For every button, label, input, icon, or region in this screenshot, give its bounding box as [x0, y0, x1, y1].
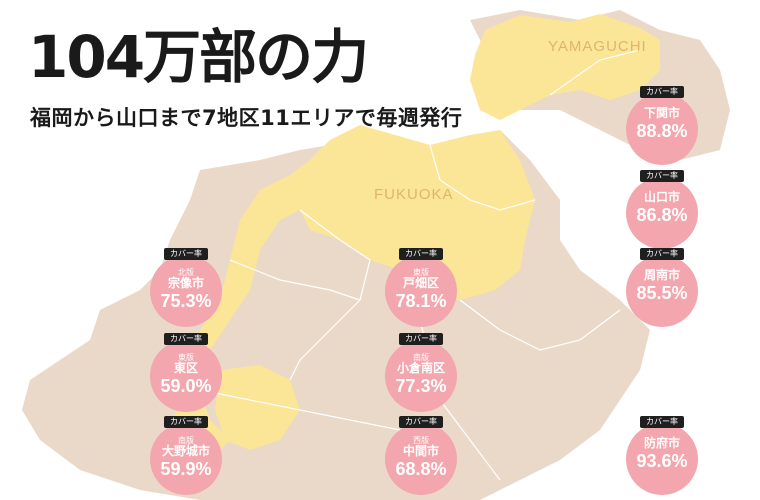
highlight-fukuoka: [170, 125, 535, 460]
coverage-rate: 93.6%: [636, 451, 688, 471]
coverage-rate: 68.8%: [395, 459, 447, 479]
page-title: 104万部の力: [28, 23, 369, 91]
city-name: 周南市: [643, 268, 680, 282]
edition-label: 東版: [178, 353, 194, 362]
coverage-rate: 85.5%: [636, 283, 688, 303]
coverage-tag: カバー率: [399, 333, 443, 345]
coverage-rate: 78.1%: [395, 291, 447, 311]
edition-label: 東版: [413, 268, 429, 277]
edition-label: 北版: [178, 268, 194, 277]
city-name: 東区: [173, 361, 198, 375]
map-label-yamaguchi: YAMAGUCHI: [548, 38, 647, 55]
coverage-tag: カバー率: [164, 248, 208, 260]
coverage-tag: カバー率: [399, 248, 443, 260]
coverage-tag: カバー率: [164, 333, 208, 345]
edition-label: 南版: [178, 436, 194, 445]
edition-label: 南版: [413, 353, 429, 362]
coverage-tag: カバー率: [640, 170, 684, 182]
city-name: 大野城市: [161, 444, 210, 458]
city-name: 下関市: [643, 106, 680, 120]
coverage-rate: 75.3%: [160, 291, 212, 311]
city-name: 宗像市: [167, 276, 204, 290]
coverage-tag: カバー率: [640, 416, 684, 428]
city-name: 小倉南区: [396, 361, 445, 375]
coverage-rate: 59.0%: [160, 376, 212, 396]
city-name: 防府市: [643, 436, 680, 450]
coverage-tag: カバー率: [640, 86, 684, 98]
coverage-tag: カバー率: [640, 248, 684, 260]
map-label-fukuoka: FUKUOKA: [374, 186, 454, 203]
coverage-rate: 77.3%: [395, 376, 447, 396]
coverage-rate: 88.8%: [636, 121, 688, 141]
page-subtitle: 福岡から山口まで7地区11エリアで毎週発行: [30, 106, 463, 130]
highlight-fukuoka-south: [215, 365, 300, 450]
coverage-tag: カバー率: [164, 416, 208, 428]
city-name: 中間市: [402, 444, 439, 458]
coverage-tag: カバー率: [399, 416, 443, 428]
city-name: 山口市: [643, 190, 680, 204]
edition-label: 西版: [413, 436, 429, 445]
coverage-rate: 86.8%: [636, 205, 688, 225]
coverage-rate: 59.9%: [160, 459, 212, 479]
city-name: 戸畑区: [402, 276, 439, 290]
highlight-yamaguchi: [470, 14, 660, 120]
